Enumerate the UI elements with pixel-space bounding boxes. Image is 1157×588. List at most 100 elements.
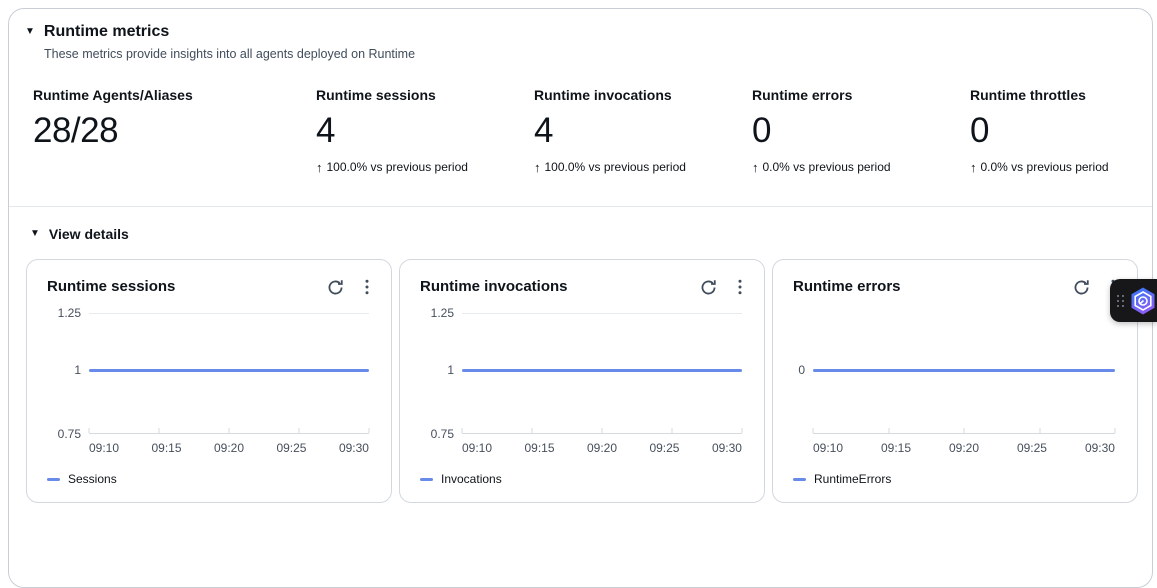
gridline — [462, 313, 742, 314]
refresh-icon — [1074, 279, 1089, 294]
x-tick-label: 09:10 — [462, 441, 493, 455]
x-tick-label: 09:20 — [213, 441, 244, 455]
trend-up-icon: ↑ — [534, 160, 541, 175]
charts-row: Runtime sessions — [26, 259, 1138, 503]
gridline — [89, 313, 369, 314]
axis-tick — [963, 428, 965, 433]
x-tick-label: 09:10 — [89, 441, 120, 455]
axis-tick — [88, 428, 90, 433]
line-plot: 1.25 1 0.75 — [58, 306, 370, 441]
chart-menu-button[interactable] — [363, 277, 371, 297]
axis-tick — [461, 428, 463, 433]
extension-overlay-button[interactable] — [1110, 279, 1157, 322]
y-tick-label: 1 — [74, 363, 81, 377]
refresh-button[interactable] — [1071, 277, 1092, 298]
ellipsis-vertical-icon — [365, 279, 369, 295]
chart-card-invocations: Runtime invocations — [399, 259, 765, 503]
chart-title: Runtime errors — [793, 278, 901, 295]
stat-label: Runtime invocations — [534, 87, 672, 103]
x-axis-labels: 09:10 09:15 09:20 09:25 09:30 — [462, 441, 742, 455]
axis-tick — [671, 428, 673, 433]
stat-label: Runtime throttles — [970, 87, 1086, 103]
stat-change: ↑ 100.0% vs previous period — [534, 160, 752, 175]
trend-up-icon: ↑ — [970, 160, 977, 175]
collapse-caret-icon[interactable]: ▼ — [25, 26, 35, 37]
stat-sessions: Runtime sessions 4 ↑ 100.0% vs previous … — [316, 86, 534, 175]
panel-subtitle: These metrics provide insights into all … — [44, 47, 416, 61]
view-details-section: ▼ View details Runtime sessions — [9, 207, 1152, 523]
stats-row: Runtime Agents/Aliases 28/28 Runtime ses… — [25, 86, 1136, 175]
legend-item-invocations[interactable]: Invocations — [420, 471, 744, 487]
series-line-sessions — [89, 369, 369, 372]
legend-item-sessions[interactable]: Sessions — [47, 471, 371, 487]
panel-title: Runtime metrics — [43, 23, 170, 40]
stat-errors: Runtime errors 0 ↑ 0.0% vs previous peri… — [752, 86, 970, 175]
x-tick-label: 09:30 — [1084, 441, 1115, 455]
stat-change-text: 100.0% vs previous period — [544, 160, 686, 174]
extension-hexagon-clock-icon — [1131, 287, 1155, 314]
chart-card-sessions: Runtime sessions — [26, 259, 392, 503]
axis-tick — [158, 428, 160, 433]
x-tick-label: 09:15 — [151, 441, 182, 455]
y-tick-label: 0.75 — [57, 427, 81, 441]
stat-invocations: Runtime invocations 4 ↑ 100.0% vs previo… — [534, 86, 752, 175]
stat-change: ↑ 100.0% vs previous period — [316, 160, 534, 175]
legend-label: RuntimeErrors — [814, 472, 892, 486]
x-axis-labels: 09:10 09:15 09:20 09:25 09:30 — [89, 441, 369, 455]
legend-label: Sessions — [68, 472, 117, 486]
x-tick-label: 09:30 — [711, 441, 742, 455]
refresh-button[interactable] — [698, 277, 719, 298]
y-tick-label: 0 — [798, 363, 805, 377]
axis-tick — [812, 428, 814, 433]
metrics-summary-section: ▼ Runtime metrics These metrics provide … — [9, 9, 1152, 207]
axis-tick — [298, 428, 300, 433]
stat-change: ↑ 0.0% vs previous period — [970, 160, 1136, 175]
stat-value: 4 — [534, 111, 553, 150]
chart-title: Runtime invocations — [420, 278, 568, 295]
view-details-label[interactable]: View details — [48, 226, 129, 242]
x-tick-label: 09:25 — [276, 441, 307, 455]
axis-tick — [601, 428, 603, 433]
series-line-invocations — [462, 369, 742, 372]
legend-line-icon — [47, 477, 60, 481]
y-tick-label: 1.25 — [57, 306, 81, 320]
x-tick-label: 09:10 — [813, 441, 844, 455]
axis-tick — [888, 428, 889, 433]
stat-change-text: 0.0% vs previous period — [980, 160, 1109, 174]
chart-card-errors: Runtime errors — [772, 259, 1138, 503]
x-tick-label: 09:25 — [1016, 441, 1047, 455]
legend-label: Invocations — [441, 472, 502, 486]
stat-value: 0 — [752, 111, 771, 150]
stat-value: 0 — [970, 111, 989, 150]
stat-value: 4 — [316, 111, 335, 150]
stat-throttles: Runtime throttles 0 ↑ 0.0% vs previous p… — [970, 86, 1136, 175]
line-plot: 0 — [798, 313, 1116, 434]
stat-agents-aliases: Runtime Agents/Aliases 28/28 — [33, 86, 316, 175]
legend-line-icon — [793, 477, 806, 481]
x-tick-label: 09:30 — [338, 441, 369, 455]
stat-change-text: 0.0% vs previous period — [762, 160, 891, 174]
axis-tick — [368, 428, 370, 433]
axis-tick — [531, 428, 533, 433]
line-plot: 1.25 1 0.75 — [431, 306, 743, 441]
refresh-icon — [328, 279, 343, 294]
axis-tick — [228, 428, 230, 433]
y-tick-label: 1 — [447, 363, 454, 377]
legend-item-runtime-errors[interactable]: RuntimeErrors — [793, 471, 1117, 487]
stat-value: 28/28 — [33, 111, 119, 150]
legend-line-icon — [420, 477, 433, 481]
stat-label: Runtime Agents/Aliases — [33, 87, 193, 103]
drag-handle-icon[interactable] — [1117, 294, 1124, 307]
series-line-errors — [813, 369, 1115, 372]
stat-label: Runtime errors — [752, 87, 853, 103]
chart-menu-button[interactable] — [736, 277, 744, 297]
refresh-button[interactable] — [325, 277, 346, 298]
y-tick-label: 0.75 — [430, 427, 454, 441]
trend-up-icon: ↑ — [752, 160, 759, 175]
x-tick-label: 09:15 — [524, 441, 555, 455]
axis-tick — [1114, 428, 1116, 433]
stat-label: Runtime sessions — [316, 87, 436, 103]
collapse-caret-icon[interactable]: ▼ — [30, 228, 40, 239]
stat-change: ↑ 0.0% vs previous period — [752, 160, 970, 175]
x-tick-label: 09:15 — [880, 441, 912, 455]
